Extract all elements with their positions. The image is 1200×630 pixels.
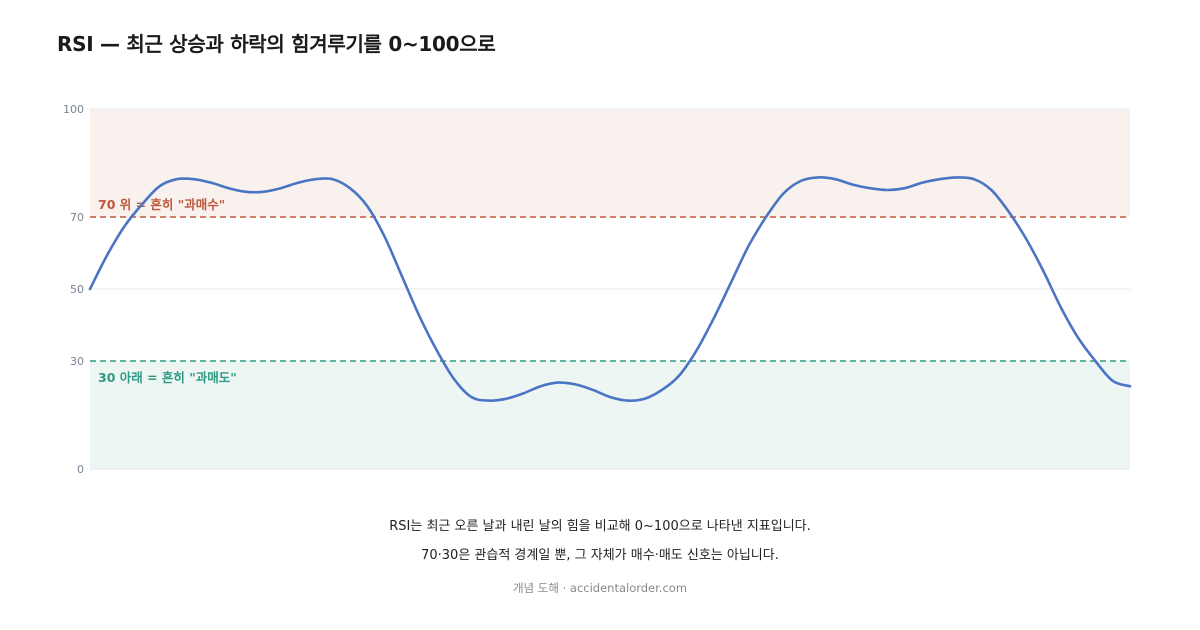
oversold-label: 30 아래 = 흔히 "과매도"	[98, 370, 237, 385]
source-credit: 개념 도해 · accidentalorder.com	[512, 581, 688, 595]
y-tick-label-100: 100	[63, 103, 84, 116]
caption-line-1: RSI는 최근 오른 날과 내린 날의 힘을 비교해 0~100으로 나타낸 지…	[389, 519, 811, 534]
y-tick-label-70: 70	[70, 211, 84, 224]
y-tick-label-30: 30	[70, 355, 84, 368]
overbought-label: 70 위 = 흔히 "과매수"	[98, 197, 225, 212]
rsi-series-line	[88, 176, 1132, 402]
y-tick-label-0: 0	[77, 463, 84, 476]
caption-line-2: 70·30은 관습적 경계일 뿐, 그 자체가 매수·매도 신호는 아닙니다.	[421, 548, 779, 563]
overbought-zone	[90, 109, 1130, 217]
oversold-zone	[90, 361, 1130, 469]
chart-title: RSI — 최근 상승과 하락의 힘겨루기를 0~100으로	[57, 32, 496, 56]
y-tick-label-50: 50	[70, 283, 84, 296]
